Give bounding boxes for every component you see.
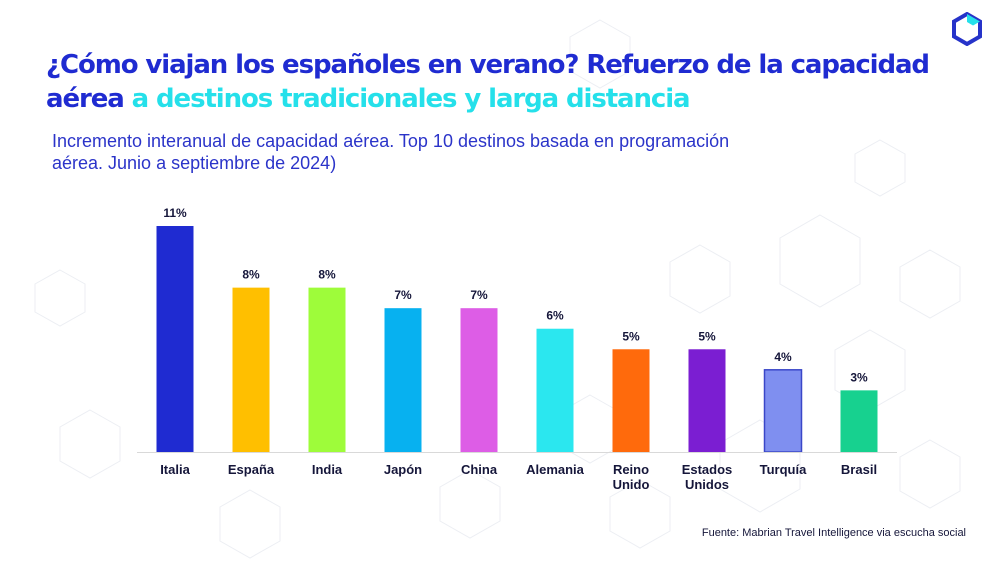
bar-value-label: 5% [698, 329, 716, 343]
bar-8 [763, 369, 803, 453]
page-title: ¿Cómo viajan los españoles en verano? Re… [46, 48, 966, 116]
bar-value-label: 4% [774, 350, 792, 364]
bar-value-label: 5% [622, 329, 640, 343]
x-tick-label: Italia [160, 462, 190, 477]
hexagon-logo-icon [952, 12, 982, 46]
bar-value-label: 8% [318, 268, 336, 282]
source-note: Fuente: Mabrian Travel Intelligence via … [701, 527, 966, 539]
bar-5 [536, 328, 574, 452]
x-tick-label: Turquía [760, 462, 807, 477]
x-tick-label: España [228, 462, 275, 477]
x-tick-label: Alemania [526, 462, 585, 477]
bar-value-label: 6% [546, 309, 564, 323]
bar-value-label: 7% [394, 288, 412, 302]
labels-group: 11% Italia 8% España 8% India 7% Japón 7% China 6%… [160, 206, 877, 492]
x-tick-label: Japón [384, 462, 422, 477]
title-accent: a destinos tradicionales y larga distanc… [131, 84, 691, 114]
x-tick-label: India [312, 462, 343, 477]
bar-1 [232, 287, 270, 452]
bar-value-label: 3% [850, 370, 868, 384]
x-tick-label: Brasil [841, 462, 877, 477]
bar-3 [384, 308, 422, 452]
bar-value-label: 8% [242, 268, 260, 282]
x-tick-label: China [461, 462, 498, 477]
bars-group [156, 226, 878, 453]
bar-value-label: 11% [163, 206, 187, 220]
bar-0 [156, 226, 194, 452]
title-main: ¿Cómo viajan los españoles en verano? Re… [46, 50, 930, 114]
bar-value-label: 7% [470, 288, 488, 302]
x-tick-label: Reino Unido [613, 462, 650, 492]
bar-4 [460, 308, 498, 452]
x-tick-label: Estados Unidos [682, 462, 733, 492]
bar-7 [688, 349, 726, 452]
chart-subtitle: Incremento interanual de capacidad aérea… [52, 131, 730, 173]
bar-2 [308, 287, 346, 452]
bar-6 [612, 349, 650, 452]
bar-9 [840, 390, 878, 452]
